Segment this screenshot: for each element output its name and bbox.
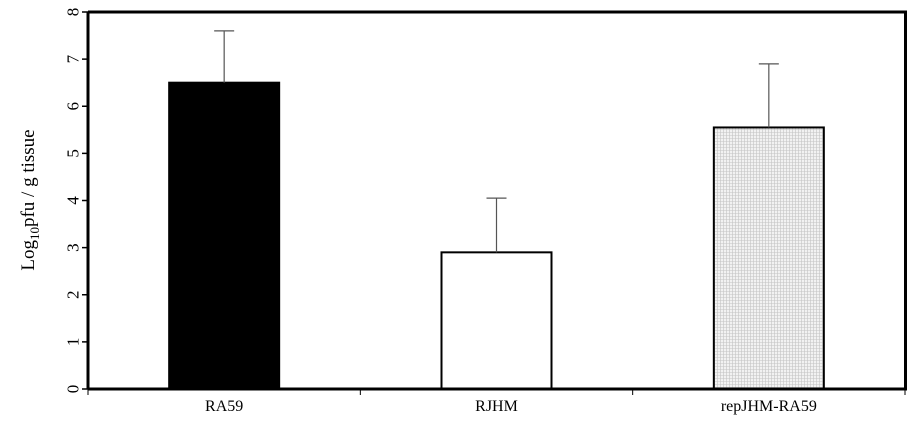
y-tick-label-1: 1 [64, 338, 83, 347]
category-label-RA59: RA59 [205, 398, 243, 415]
y-tick-label-2: 2 [64, 291, 83, 300]
category-label-repJHM-RA59: repJHM-RA59 [721, 398, 817, 415]
y-tick-label-4: 4 [64, 196, 83, 205]
y-tick-label-0: 0 [64, 385, 83, 394]
y-tick-label-6: 6 [64, 102, 83, 111]
bar-RJHM [440, 251, 553, 390]
y-tick-label-5: 5 [64, 149, 83, 158]
y-tick-label-7: 7 [64, 54, 83, 63]
category-label-RJHM: RJHM [475, 398, 518, 415]
y-tick-label-3: 3 [64, 243, 83, 252]
y-axis-title-subscript: 10 [27, 227, 42, 240]
y-tick-label-8: 8 [64, 8, 83, 17]
y-axis-title-main: Log [18, 240, 39, 271]
y-axis-title-rest: pfu / g tissue [18, 129, 39, 227]
bar-RA59 [168, 81, 281, 390]
bar-repJHM-RA59 [712, 126, 825, 391]
y-axis-title: Log10pfu / g tissue [18, 129, 42, 270]
